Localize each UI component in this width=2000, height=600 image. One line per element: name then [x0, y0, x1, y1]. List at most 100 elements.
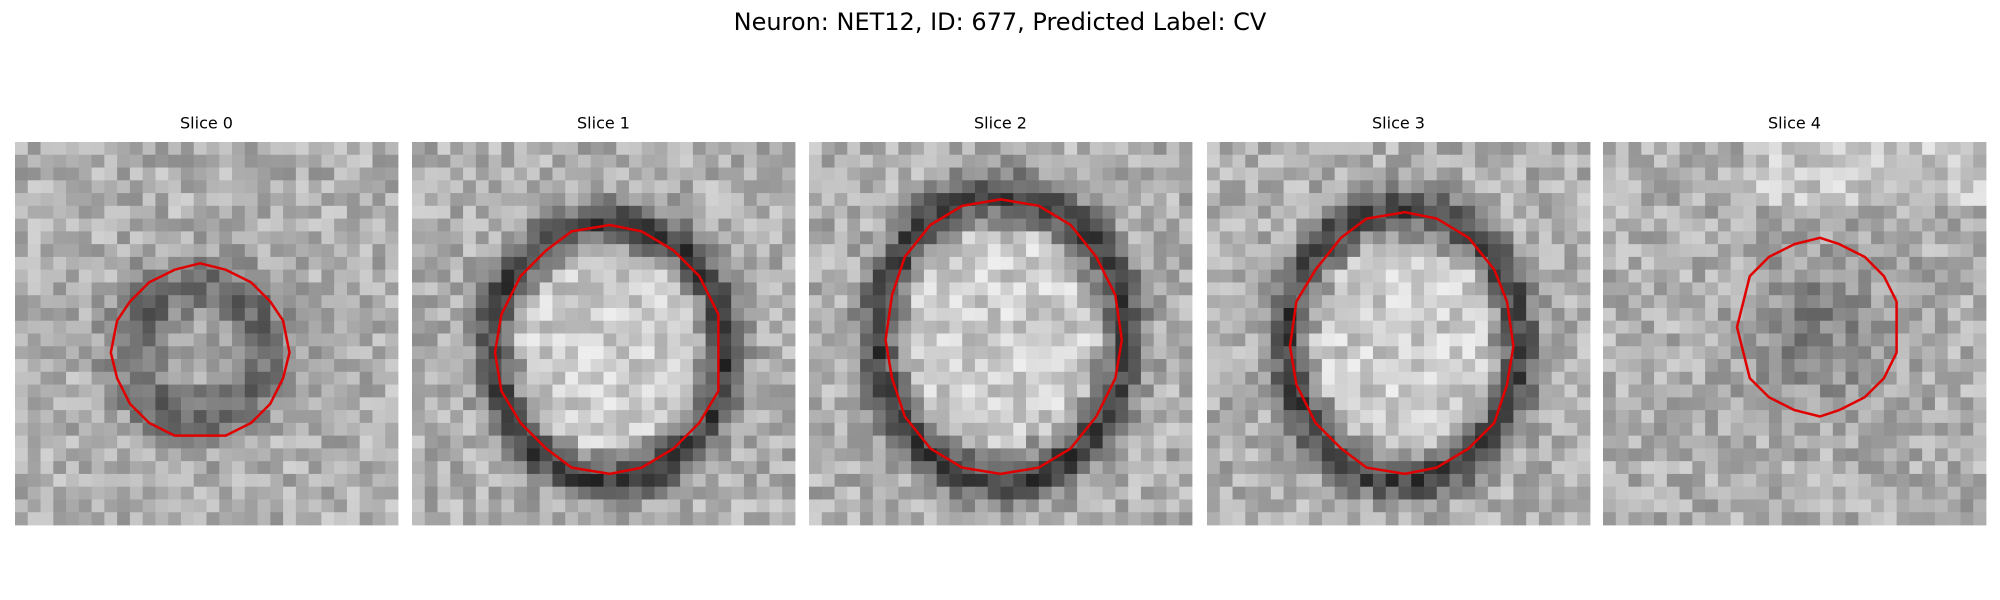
pixel: [667, 346, 681, 360]
pixel: [667, 193, 681, 207]
pixel: [1102, 231, 1116, 245]
pixel: [1475, 333, 1489, 347]
pixel: [590, 295, 604, 309]
pixel: [1922, 512, 1936, 526]
pixel: [629, 333, 643, 347]
pixel: [1538, 142, 1553, 156]
pixel: [1526, 295, 1540, 309]
pixel: [1973, 142, 1987, 156]
pixel: [949, 384, 963, 398]
pixel: [539, 410, 553, 424]
pixel: [539, 282, 553, 296]
pixel: [1551, 142, 1565, 156]
pixel: [180, 397, 195, 411]
pixel: [1309, 499, 1323, 513]
pixel: [1743, 218, 1757, 232]
pixel: [1666, 320, 1680, 334]
pixel: [1743, 244, 1757, 258]
pixel: [129, 486, 144, 500]
pixel: [1628, 244, 1642, 258]
pixel: [692, 346, 707, 360]
pixel: [1781, 320, 1795, 334]
pixel: [1832, 371, 1846, 385]
pixel: [295, 193, 310, 207]
pixel: [809, 499, 823, 513]
pixel: [731, 333, 745, 347]
pixel: [1360, 231, 1374, 245]
pixel: [1051, 142, 1065, 156]
pixel: [40, 218, 54, 232]
pixel: [129, 154, 144, 168]
pixel: [1347, 384, 1361, 398]
pixel: [321, 473, 335, 488]
pixel: [1666, 307, 1680, 322]
pixel: [769, 422, 783, 437]
pixel: [450, 307, 464, 322]
pixel: [1411, 167, 1425, 181]
pixel: [15, 435, 29, 449]
pixel: [1526, 154, 1540, 168]
pixel: [1334, 410, 1348, 424]
pixel: [1768, 435, 1783, 449]
pixel: [872, 371, 886, 385]
pixel: [257, 384, 271, 398]
pixel: [1538, 256, 1553, 271]
pixel: [692, 422, 707, 437]
pixel: [257, 346, 271, 360]
pixel: [475, 346, 489, 360]
pixel: [1820, 461, 1834, 475]
pixel: [1436, 371, 1450, 385]
pixel: [1449, 499, 1463, 513]
pixel: [1934, 410, 1949, 424]
pixel: [526, 410, 541, 424]
pixel: [1102, 397, 1116, 411]
pixel: [1347, 435, 1361, 449]
pixel: [1128, 359, 1142, 373]
pixel: [1615, 180, 1629, 194]
pixel: [270, 205, 284, 219]
pixel: [1781, 371, 1795, 385]
pixel: [1615, 167, 1629, 181]
pixel: [232, 397, 246, 411]
pixel: [1730, 486, 1744, 500]
pixel: [1309, 486, 1323, 500]
pixel: [1026, 205, 1040, 219]
pixel: [872, 205, 886, 219]
pixel: [1077, 154, 1091, 168]
pixel: [1013, 448, 1027, 462]
pixel: [1577, 231, 1591, 245]
pixel: [475, 244, 489, 258]
pixel: [847, 282, 861, 296]
pixel: [1089, 499, 1104, 513]
pixel: [1270, 295, 1284, 309]
pixel: [974, 397, 989, 411]
pixel: [860, 180, 874, 194]
pixel: [641, 167, 655, 181]
pixel: [40, 205, 54, 219]
pixel: [962, 422, 976, 437]
pixel: [603, 180, 617, 194]
pixel: [501, 333, 515, 347]
pixel: [743, 282, 758, 296]
pixel: [372, 473, 386, 488]
pixel: [412, 461, 426, 475]
pixel: [1102, 142, 1116, 156]
pixel: [743, 244, 758, 258]
pixel: [680, 346, 694, 360]
pixel: [756, 307, 770, 322]
pixel: [911, 422, 925, 437]
pixel: [1089, 231, 1104, 245]
pixel: [1398, 461, 1412, 475]
pixel: [1832, 231, 1846, 245]
pixel: [488, 231, 502, 245]
pixel: [385, 320, 399, 334]
pixel: [1140, 461, 1155, 475]
pixel: [206, 154, 220, 168]
pixel: [1526, 180, 1540, 194]
pixel: [809, 346, 823, 360]
pixel: [1641, 307, 1655, 322]
pixel: [91, 231, 105, 245]
pixel: [359, 167, 373, 181]
pixel: [731, 193, 745, 207]
pixel: [1026, 371, 1040, 385]
